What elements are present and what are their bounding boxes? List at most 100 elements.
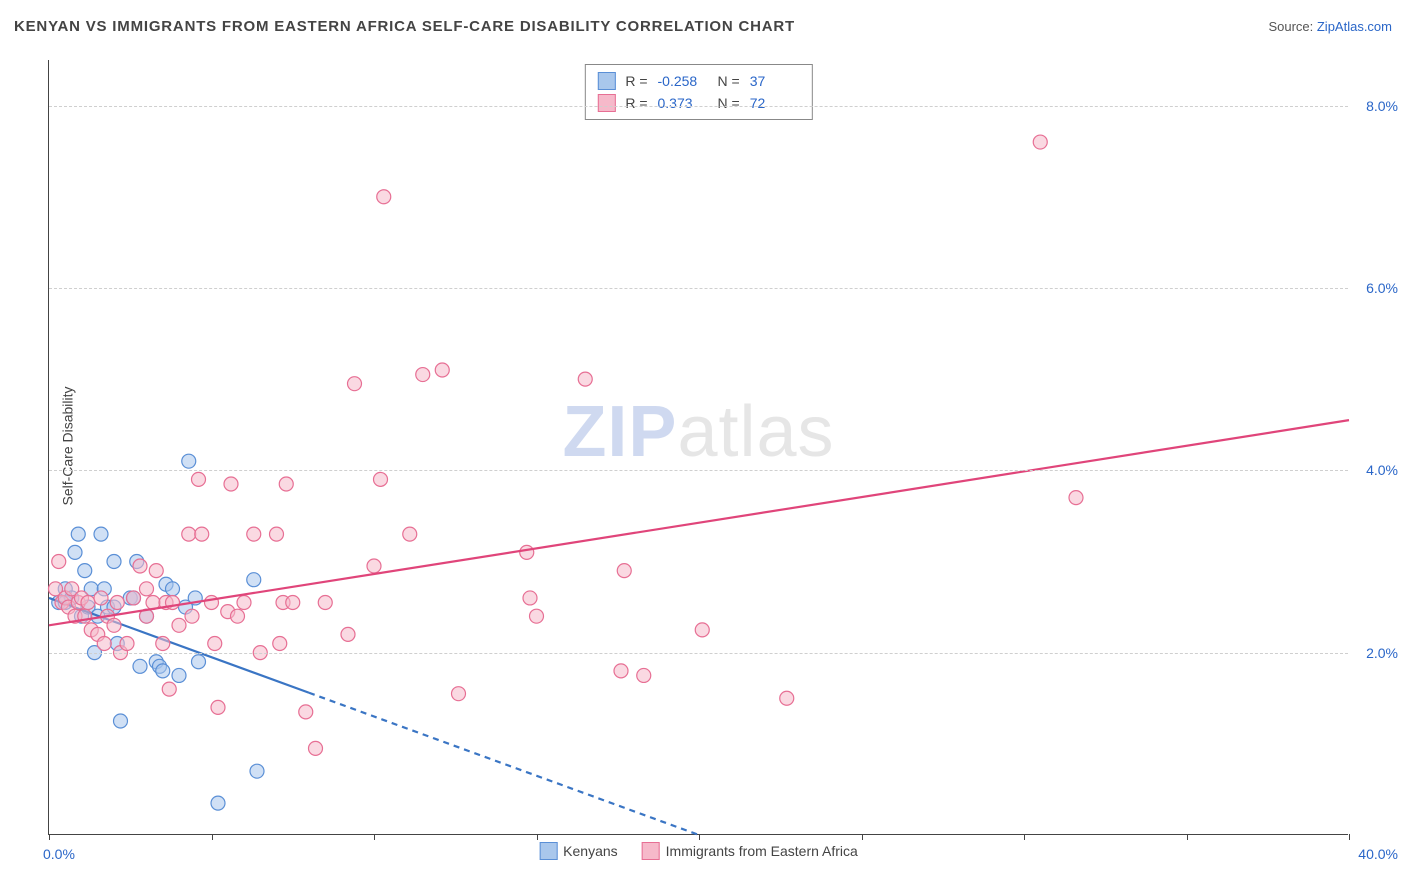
n-value-1: 72 (750, 95, 800, 111)
data-point-kenyans (156, 664, 170, 678)
data-point-eastern_africa (374, 472, 388, 486)
data-point-eastern_africa (273, 637, 287, 651)
data-point-eastern_africa (780, 691, 794, 705)
data-point-kenyans (192, 655, 206, 669)
y-tick-label: 8.0% (1366, 98, 1398, 114)
data-point-eastern_africa (211, 700, 225, 714)
swatch-eastern-africa (597, 94, 615, 112)
data-point-eastern_africa (341, 627, 355, 641)
r-value-1: 0.373 (658, 95, 708, 111)
data-point-eastern_africa (231, 609, 245, 623)
data-point-eastern_africa (520, 545, 534, 559)
data-point-eastern_africa (523, 591, 537, 605)
data-point-eastern_africa (309, 741, 323, 755)
data-point-eastern_africa (270, 527, 284, 541)
data-point-eastern_africa (205, 596, 219, 610)
swatch-kenyans (597, 72, 615, 90)
data-point-eastern_africa (237, 596, 251, 610)
data-point-eastern_africa (133, 559, 147, 573)
r-label-1: R = (625, 95, 647, 111)
x-tick (1024, 834, 1025, 840)
data-point-kenyans (107, 554, 121, 568)
data-point-eastern_africa (367, 559, 381, 573)
chart-source: Source: ZipAtlas.com (1268, 19, 1392, 34)
data-point-eastern_africa (279, 477, 293, 491)
data-point-eastern_africa (127, 591, 141, 605)
data-point-eastern_africa (162, 682, 176, 696)
data-point-kenyans (172, 668, 186, 682)
x-axis-min-label: 0.0% (43, 846, 75, 862)
chart-title: KENYAN VS IMMIGRANTS FROM EASTERN AFRICA… (14, 18, 795, 35)
data-point-eastern_africa (149, 564, 163, 578)
source-link[interactable]: ZipAtlas.com (1317, 19, 1392, 34)
data-point-eastern_africa (120, 637, 134, 651)
data-point-kenyans (133, 659, 147, 673)
regression-line (49, 420, 1349, 625)
x-axis-max-label: 40.0% (1358, 846, 1398, 862)
chart-svg (49, 60, 1348, 834)
data-point-eastern_africa (195, 527, 209, 541)
data-point-eastern_africa (435, 363, 449, 377)
legend-series: Kenyans Immigrants from Eastern Africa (539, 842, 858, 860)
data-point-eastern_africa (97, 637, 111, 651)
data-point-kenyans (166, 582, 180, 596)
data-point-eastern_africa (81, 596, 95, 610)
data-point-kenyans (68, 545, 82, 559)
data-point-eastern_africa (247, 527, 261, 541)
data-point-kenyans (71, 527, 85, 541)
x-tick (699, 834, 700, 840)
data-point-eastern_africa (614, 664, 628, 678)
x-tick (1349, 834, 1350, 840)
chart-header: KENYAN VS IMMIGRANTS FROM EASTERN AFRICA… (14, 18, 1392, 35)
data-point-kenyans (250, 764, 264, 778)
x-tick (374, 834, 375, 840)
y-tick-label: 2.0% (1366, 645, 1398, 661)
data-point-eastern_africa (452, 687, 466, 701)
x-tick (1187, 834, 1188, 840)
data-point-eastern_africa (416, 368, 430, 382)
data-point-kenyans (114, 714, 128, 728)
legend-stats: R = -0.258 N = 37 R = 0.373 N = 72 (584, 64, 812, 120)
n-label-0: N = (718, 73, 740, 89)
data-point-eastern_africa (695, 623, 709, 637)
data-point-eastern_africa (94, 591, 108, 605)
x-tick (49, 834, 50, 840)
plot-area: ZIPatlas R = -0.258 N = 37 R = 0.373 N =… (48, 60, 1348, 835)
source-prefix: Source: (1268, 19, 1316, 34)
data-point-eastern_africa (172, 618, 186, 632)
gridline-h (49, 106, 1348, 107)
data-point-eastern_africa (192, 472, 206, 486)
r-value-0: -0.258 (658, 73, 708, 89)
data-point-eastern_africa (1069, 491, 1083, 505)
r-label-0: R = (625, 73, 647, 89)
data-point-eastern_africa (185, 609, 199, 623)
x-tick (537, 834, 538, 840)
legend-stats-row-0: R = -0.258 N = 37 (597, 70, 799, 92)
y-tick-label: 4.0% (1366, 462, 1398, 478)
data-point-kenyans (211, 796, 225, 810)
data-point-eastern_africa (182, 527, 196, 541)
legend-item-kenyans: Kenyans (539, 842, 617, 860)
data-point-kenyans (247, 573, 261, 587)
data-point-eastern_africa (286, 596, 300, 610)
data-point-eastern_africa (530, 609, 544, 623)
data-point-eastern_africa (617, 564, 631, 578)
gridline-h (49, 470, 1348, 471)
x-tick (862, 834, 863, 840)
data-point-eastern_africa (107, 618, 121, 632)
gridline-h (49, 653, 1348, 654)
n-label-1: N = (718, 95, 740, 111)
data-point-eastern_africa (578, 372, 592, 386)
legend-stats-row-1: R = 0.373 N = 72 (597, 92, 799, 114)
x-tick (212, 834, 213, 840)
data-point-eastern_africa (348, 377, 362, 391)
data-point-eastern_africa (224, 477, 238, 491)
data-point-eastern_africa (52, 554, 66, 568)
data-point-kenyans (78, 564, 92, 578)
data-point-eastern_africa (299, 705, 313, 719)
gridline-h (49, 288, 1348, 289)
data-point-eastern_africa (318, 596, 332, 610)
data-point-eastern_africa (1033, 135, 1047, 149)
legend-item-eastern-africa: Immigrants from Eastern Africa (642, 842, 858, 860)
data-point-kenyans (182, 454, 196, 468)
